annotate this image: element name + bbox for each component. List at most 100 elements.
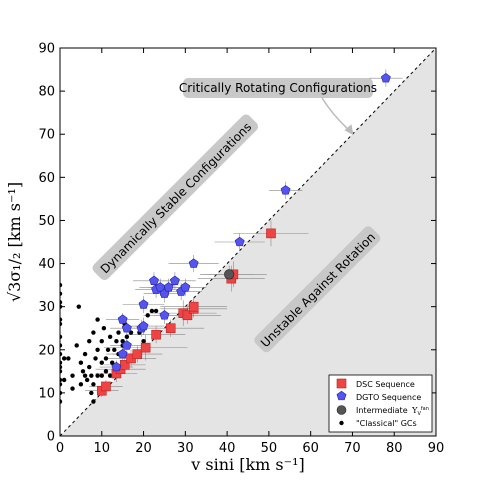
intermediate-point	[224, 269, 235, 280]
dgto-point	[180, 282, 191, 292]
annotation-arrow	[321, 97, 351, 132]
data-markers	[60, 73, 391, 404]
gc-point	[114, 338, 119, 344]
gc-point	[105, 347, 111, 352]
dgto-point	[380, 73, 391, 83]
x-tick-label: 90	[428, 441, 445, 456]
legend-dgto-marker	[336, 390, 347, 401]
dsc-point	[132, 349, 143, 359]
gc-point	[87, 364, 92, 370]
y-tick-label: 90	[38, 42, 55, 57]
gc-point	[145, 313, 150, 318]
annotation-arrowhead	[344, 124, 354, 136]
y-tick-label: 20	[38, 343, 55, 358]
legend-intermediate-sub: V	[417, 411, 421, 417]
gc-point	[149, 308, 155, 314]
dsc-point	[101, 381, 111, 392]
dgto-point	[138, 320, 149, 331]
annotation-critical-text: Critically Rotating Configurations	[179, 81, 377, 95]
gc-point	[60, 317, 63, 322]
dgto-point	[188, 258, 199, 268]
dsc-point	[151, 329, 161, 340]
dgto-point	[121, 323, 132, 333]
dgto-point	[117, 348, 128, 359]
y-axis-title: √3σ₁/₂ [km s⁻¹]	[5, 182, 24, 302]
x-tick-label: 60	[302, 441, 319, 456]
x-axis-ticks: 0 10 20 30 40 50 60 70 80 90	[56, 48, 444, 456]
dgto-point	[159, 310, 170, 320]
gc-point	[60, 321, 63, 327]
gc-point	[60, 360, 63, 365]
dsc-point	[266, 228, 276, 239]
dsc-point	[182, 310, 193, 321]
gc-point	[60, 399, 63, 404]
x-tick-label: 50	[261, 441, 278, 456]
gc-point	[87, 338, 92, 344]
gc-point	[66, 356, 71, 361]
gc-point	[60, 377, 63, 383]
dgto-point	[149, 275, 159, 285]
dgto-point	[280, 185, 291, 195]
y-axis-ticks: 0 10 20 30 40 50 60 70 80 90	[38, 42, 436, 445]
y-tick-label: 70	[38, 128, 55, 143]
dgto-point	[138, 299, 149, 309]
gc-point	[91, 399, 96, 404]
gc-point	[60, 334, 63, 340]
x-tick-label: 0	[56, 441, 64, 456]
y-tick-label: 30	[38, 300, 55, 315]
gc-point	[60, 300, 63, 305]
gc-point	[89, 390, 94, 396]
legend-dsc-label: DSC Sequence	[356, 380, 415, 389]
gc-point	[80, 369, 86, 374]
gc-point	[78, 382, 84, 387]
dgto-point	[155, 282, 166, 292]
gc-point	[76, 304, 82, 309]
y-tick-label: 10	[38, 386, 55, 401]
x-axis-title: v sini [km s⁻¹]	[190, 455, 304, 474]
gc-point	[61, 377, 67, 383]
gc-point	[84, 377, 90, 383]
legend-dsc-marker	[336, 378, 347, 389]
legend-dgto-label: DGTO Sequence	[356, 393, 421, 402]
legend-gc-label: "Classical" GCs	[356, 419, 417, 428]
dgto-point	[111, 361, 122, 372]
dgto-point	[117, 314, 128, 324]
legend-intermediate-sup: fan	[421, 406, 429, 412]
x-tick-label: 80	[386, 441, 403, 456]
x-tick-label: 40	[219, 441, 236, 456]
dgto-point	[169, 275, 180, 285]
svg-text:Intermediate ΥVfan: Intermediate ΥVfan	[356, 406, 429, 417]
gc-point	[153, 308, 159, 314]
legend-intermediate-label: Intermediate	[356, 406, 408, 415]
x-tick-label: 70	[344, 441, 361, 456]
gc-point	[141, 338, 146, 344]
gc-point	[78, 360, 84, 365]
annotation-stable-text: Dynamically Stable Configurations	[98, 120, 255, 277]
gc-point	[99, 338, 104, 344]
gc-point	[124, 334, 130, 340]
gc-point	[103, 369, 109, 374]
y-tick-label: 40	[38, 257, 55, 272]
gc-point	[95, 373, 100, 378]
gc-point	[99, 373, 104, 378]
y-tick-label: 0	[47, 430, 55, 445]
legend-gc-marker	[339, 420, 344, 426]
gc-point	[61, 356, 67, 361]
gc-point	[103, 356, 109, 361]
gc-point	[70, 386, 75, 391]
gc-point	[95, 317, 100, 322]
gc-point	[60, 282, 63, 288]
gc-point	[112, 347, 117, 352]
gc-point	[82, 351, 88, 357]
y-tick-label: 80	[38, 85, 55, 100]
dgto-point	[234, 236, 245, 247]
plot-frame	[59, 47, 437, 437]
gc-point	[89, 373, 94, 378]
dgto-point	[121, 340, 132, 350]
dsc-point	[188, 301, 199, 312]
gc-point	[107, 334, 113, 340]
gc-point	[82, 373, 88, 378]
gc-point	[120, 338, 125, 344]
legend-intermediate-marker	[336, 405, 347, 415]
